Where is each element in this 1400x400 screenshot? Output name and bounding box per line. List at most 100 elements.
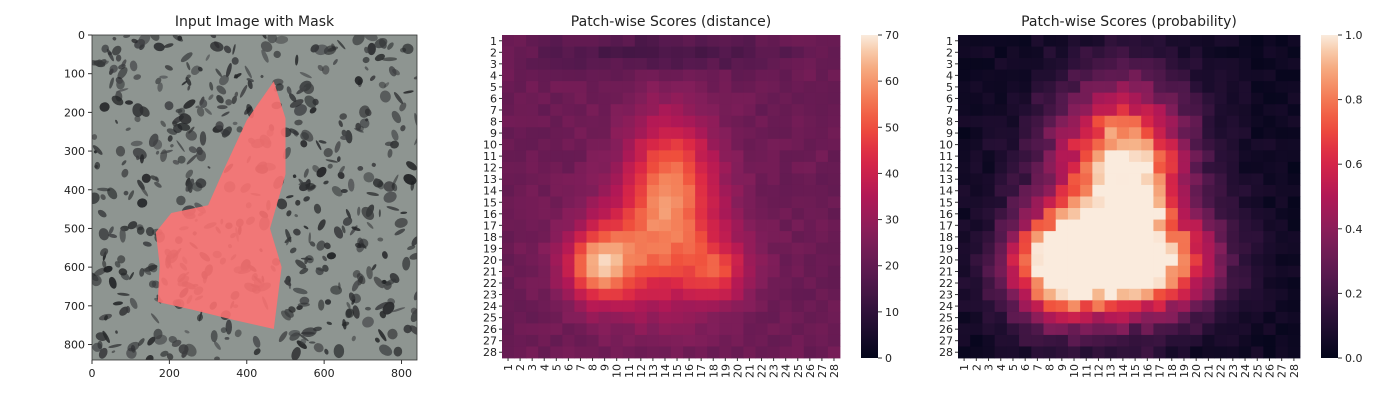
heatmap-cell <box>538 288 551 301</box>
heatmap-cell <box>1275 138 1289 151</box>
row-label: 27 <box>939 335 953 348</box>
heatmap-cell <box>719 46 732 59</box>
heatmap-cell <box>767 161 781 174</box>
heatmap-cell <box>791 115 805 128</box>
heatmap-cell <box>958 323 971 336</box>
heatmap-cell <box>550 35 563 47</box>
heatmap-cell <box>658 323 672 336</box>
heatmap-cell <box>743 81 756 94</box>
heatmap-cell <box>1043 219 1057 232</box>
heatmap-cell <box>1006 254 1020 267</box>
heatmap-cell <box>514 288 527 301</box>
heatmap-cell <box>514 150 527 163</box>
heatmap-cell <box>1177 138 1191 151</box>
heatmap-cell <box>994 231 1008 244</box>
heatmap-cell <box>707 300 720 313</box>
heatmap-cell <box>1067 288 1081 301</box>
heatmap-cell <box>1080 127 1093 140</box>
heatmap-cell <box>1141 115 1154 128</box>
heatmap-cell <box>1067 150 1081 163</box>
heatmap-cell <box>1031 300 1044 313</box>
heatmap-cell <box>815 138 829 151</box>
heatmap-cell <box>695 161 708 174</box>
heatmap-cell <box>1092 231 1105 244</box>
heatmap-cell <box>1190 346 1203 359</box>
heatmap-cell <box>743 334 756 347</box>
heatmap-cell <box>683 35 696 47</box>
heatmap-cell <box>970 288 983 301</box>
heatmap-cell <box>526 115 539 128</box>
heatmap-cell <box>1153 231 1167 244</box>
heatmap-cell <box>1275 81 1289 94</box>
heatmap-cell <box>1275 196 1289 209</box>
heatmap-cell <box>1006 115 1020 128</box>
heatmap-cell <box>1080 346 1093 359</box>
heatmap-cell <box>1275 334 1289 347</box>
heatmap-cell <box>683 81 696 94</box>
heatmap-cell <box>719 208 732 220</box>
heatmap-cell <box>1287 69 1301 82</box>
heatmap-cell <box>1043 173 1057 186</box>
heatmap-cell <box>1104 323 1118 336</box>
heatmap-cell <box>683 311 696 324</box>
heatmap-cell <box>1031 231 1044 244</box>
heatmap-cell <box>550 323 563 336</box>
heatmap-cell <box>1104 173 1118 186</box>
heatmap-cell <box>719 242 732 255</box>
heatmap-cell <box>1092 58 1105 71</box>
heatmap-cell <box>803 231 817 244</box>
heatmap-cell <box>646 242 660 255</box>
mask-overlay <box>155 81 286 330</box>
heatmap-cell <box>562 288 575 301</box>
heatmap-cell <box>1006 184 1020 197</box>
heatmap-cell <box>1116 300 1130 313</box>
heatmap-cell <box>634 161 648 174</box>
heatmap-cell <box>538 127 551 140</box>
heatmap-cell <box>767 138 781 151</box>
heatmap-cell <box>791 138 805 151</box>
heatmap-cell <box>982 35 996 47</box>
heatmap-cell <box>683 231 696 244</box>
heatmap-cell <box>574 196 587 209</box>
heatmap-cell <box>827 323 841 336</box>
column-label: 3 <box>983 364 996 371</box>
heatmap-cell <box>815 115 829 128</box>
heatmap-cell <box>634 254 648 267</box>
heatmap-cell <box>562 334 575 347</box>
heatmap-cell <box>1055 69 1069 82</box>
heatmap-cell <box>514 35 527 47</box>
column-label: 6 <box>1019 364 1032 371</box>
heatmap-cell <box>502 219 515 232</box>
heatmap-cell <box>719 300 732 313</box>
column-label: 2 <box>514 364 527 371</box>
heatmap-cell <box>1031 184 1044 197</box>
heatmap-cell <box>634 138 648 151</box>
heatmap-cell <box>827 300 841 313</box>
row-label: 5 <box>490 81 497 94</box>
heatmap-cell <box>1006 323 1020 336</box>
heatmap-cell <box>610 254 624 267</box>
heatmap-cell <box>695 323 708 336</box>
heatmap-cell <box>538 92 551 105</box>
heatmap-cell <box>1080 219 1093 232</box>
heatmap-cell <box>526 231 539 244</box>
heatmap-cell <box>767 150 781 163</box>
heatmap-cell <box>1238 138 1252 151</box>
heatmap-cell <box>970 334 983 347</box>
heatmap-cell <box>755 334 768 347</box>
heatmap-cell <box>538 323 551 336</box>
heatmap-cell <box>958 138 971 151</box>
heatmap-cell <box>671 311 684 324</box>
column-label: 4 <box>995 364 1008 371</box>
heatmap-cell <box>1043 69 1057 82</box>
heatmap-cell <box>671 81 684 94</box>
heatmap-cell <box>1067 254 1081 267</box>
heatmap-cell <box>598 104 612 117</box>
heatmap-cell <box>1055 208 1069 220</box>
heatmap-cell <box>982 311 996 324</box>
heatmap-cell <box>982 334 996 347</box>
heatmap-cell <box>1043 150 1057 163</box>
heatmap-cell <box>970 346 983 359</box>
heatmap-cell <box>526 58 539 71</box>
heatmap-cell <box>1238 161 1252 174</box>
